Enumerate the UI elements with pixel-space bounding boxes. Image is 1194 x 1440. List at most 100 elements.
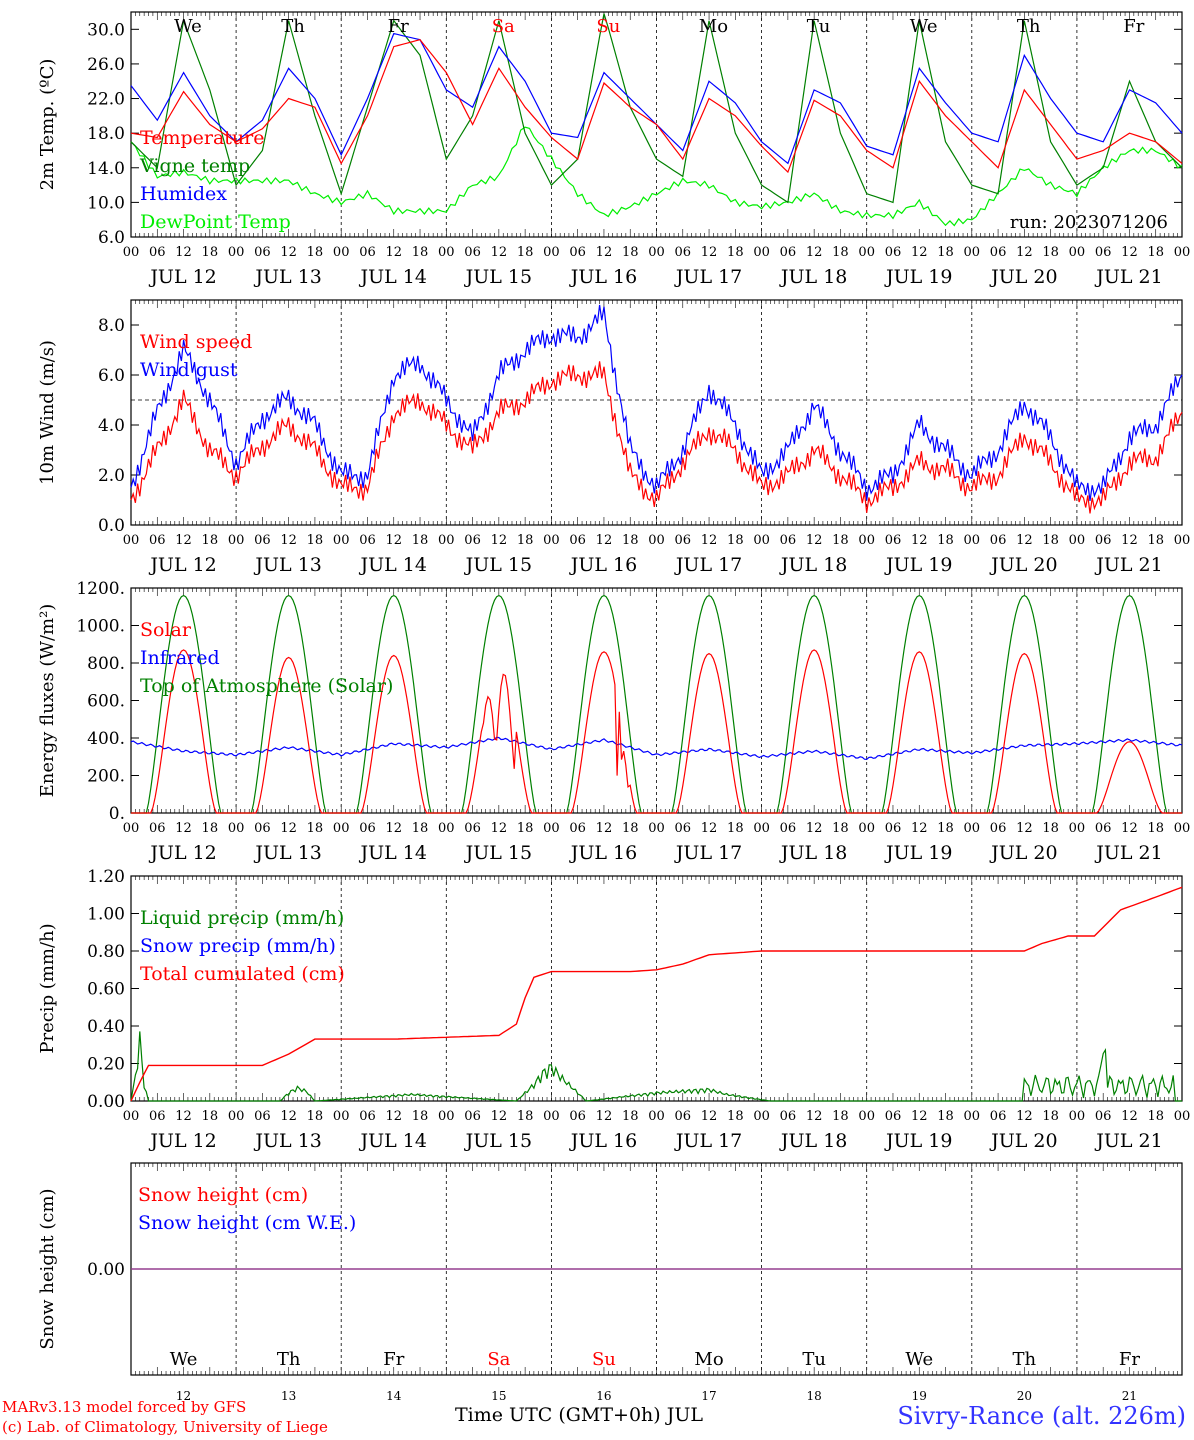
- hour-tick-label: 06: [149, 1109, 166, 1124]
- hour-tick-label: 18: [412, 533, 429, 548]
- hour-tick-label: 12: [596, 821, 613, 836]
- hour-tick-label: 06: [464, 245, 481, 260]
- y-tick-label: 6.0: [98, 228, 125, 248]
- y-tick-label: 0.00: [87, 1260, 125, 1280]
- hour-tick-label: 06: [675, 533, 692, 548]
- weekday-label: Fr: [388, 16, 409, 37]
- hour-tick-label: 12: [701, 245, 718, 260]
- hour-tick-label: 12: [911, 245, 928, 260]
- weekday-label: Th: [281, 16, 305, 37]
- date-label: JUL 16: [569, 842, 637, 864]
- weekday-label: We: [910, 16, 938, 37]
- hour-tick-label: 06: [359, 821, 376, 836]
- hour-tick-label: 12: [1016, 245, 1033, 260]
- date-label: JUL 21: [1094, 554, 1162, 576]
- y-tick-label: 0.20: [87, 1055, 125, 1075]
- hour-tick-label: 12: [385, 245, 402, 260]
- hour-tick-label: 00: [648, 1109, 665, 1124]
- hour-tick-label: 00: [228, 1109, 245, 1124]
- hour-tick-label: 06: [885, 1109, 902, 1124]
- hour-tick-label: 12: [806, 1109, 823, 1124]
- hour-tick-label: 06: [359, 1109, 376, 1124]
- date-label: JUL 21: [1094, 842, 1162, 864]
- y-axis-label: Energy fluxes (W/m²): [37, 604, 58, 798]
- hour-tick-label: 18: [307, 821, 324, 836]
- date-label: JUL 14: [359, 842, 427, 864]
- y-axis-label: Snow height (cm): [37, 1188, 58, 1349]
- y-tick-label: 2.0: [98, 466, 125, 486]
- date-label: JUL 19: [884, 554, 952, 576]
- hour-tick-label: 00: [438, 533, 455, 548]
- hour-tick-label: 06: [780, 245, 797, 260]
- hour-tick-label: 12: [491, 821, 508, 836]
- date-label: JUL 13: [253, 842, 321, 864]
- series-line-liquid-precip: [130, 1031, 1182, 1102]
- legend-entry: Vigne temp: [139, 155, 250, 177]
- hour-tick-label: 12: [175, 245, 192, 260]
- date-label: JUL 20: [989, 554, 1057, 576]
- date-label: JUL 20: [989, 266, 1057, 288]
- hour-tick-label: 18: [727, 1109, 744, 1124]
- hour-tick-label: 18: [937, 821, 954, 836]
- hour-tick-label: 00: [1069, 1109, 1086, 1124]
- hour-tick-label: 12: [1121, 1109, 1138, 1124]
- hour-tick-label: 00: [333, 1109, 350, 1124]
- date-label: JUL 18: [779, 266, 847, 288]
- hour-tick-label: 00: [333, 821, 350, 836]
- day-number-label: 17: [701, 1389, 716, 1403]
- y-tick-label: 800.: [87, 654, 125, 674]
- hour-tick-label: 18: [1042, 245, 1059, 260]
- hour-tick-label: 12: [911, 1109, 928, 1124]
- hour-tick-label: 12: [1121, 245, 1138, 260]
- hour-tick-label: 06: [885, 821, 902, 836]
- hour-tick-label: 12: [175, 1109, 192, 1124]
- hour-tick-label: 00: [1174, 1109, 1191, 1124]
- hour-tick-label: 18: [832, 533, 849, 548]
- date-label: JUL 18: [779, 554, 847, 576]
- hour-tick-label: 12: [280, 1109, 297, 1124]
- y-tick-label: 0.60: [87, 980, 125, 1000]
- hour-tick-label: 06: [780, 821, 797, 836]
- hour-tick-label: 06: [675, 245, 692, 260]
- date-label: JUL 17: [674, 842, 742, 864]
- legend-entry: Wind gust: [140, 359, 238, 381]
- y-tick-label: 4.0: [98, 416, 125, 436]
- hour-tick-label: 12: [175, 533, 192, 548]
- hour-tick-label: 18: [832, 1109, 849, 1124]
- weekday-label: Tu: [802, 1349, 826, 1370]
- hour-tick-label: 06: [254, 1109, 271, 1124]
- y-axis-label: Precip (mm/h): [37, 923, 58, 1053]
- legend-entry: Infrared: [140, 647, 220, 669]
- legend-entry: Liquid precip (mm/h): [140, 907, 344, 929]
- y-tick-label: 26.0: [87, 55, 125, 75]
- hour-tick-label: 12: [701, 533, 718, 548]
- hour-tick-label: 18: [307, 533, 324, 548]
- date-label: JUL 13: [253, 266, 321, 288]
- hour-tick-label: 06: [254, 245, 271, 260]
- date-label: JUL 20: [989, 842, 1057, 864]
- hour-tick-label: 12: [280, 533, 297, 548]
- hour-tick-label: 00: [1174, 533, 1191, 548]
- hour-tick-label: 00: [543, 821, 560, 836]
- hour-tick-label: 12: [385, 821, 402, 836]
- y-tick-label: 30.0: [87, 20, 125, 40]
- day-number-label: 16: [596, 1389, 611, 1403]
- hour-tick-label: 00: [123, 245, 140, 260]
- date-label: JUL 15: [464, 1130, 532, 1152]
- y-tick-label: 0.40: [87, 1017, 125, 1037]
- y-tick-label: 1000.: [76, 617, 125, 637]
- hour-tick-label: 06: [885, 533, 902, 548]
- date-label: JUL 16: [569, 1130, 637, 1152]
- weekday-label: We: [170, 1349, 198, 1370]
- date-label: JUL 12: [148, 1130, 216, 1152]
- hour-tick-label: 18: [412, 245, 429, 260]
- date-label: JUL 19: [884, 266, 952, 288]
- hour-tick-label: 00: [438, 1109, 455, 1124]
- hour-tick-label: 18: [412, 821, 429, 836]
- plot-frame-energy: [130, 587, 1183, 814]
- hour-tick-label: 12: [911, 821, 928, 836]
- hour-tick-label: 00: [648, 821, 665, 836]
- hour-tick-label: 06: [149, 533, 166, 548]
- hour-tick-label: 18: [517, 533, 534, 548]
